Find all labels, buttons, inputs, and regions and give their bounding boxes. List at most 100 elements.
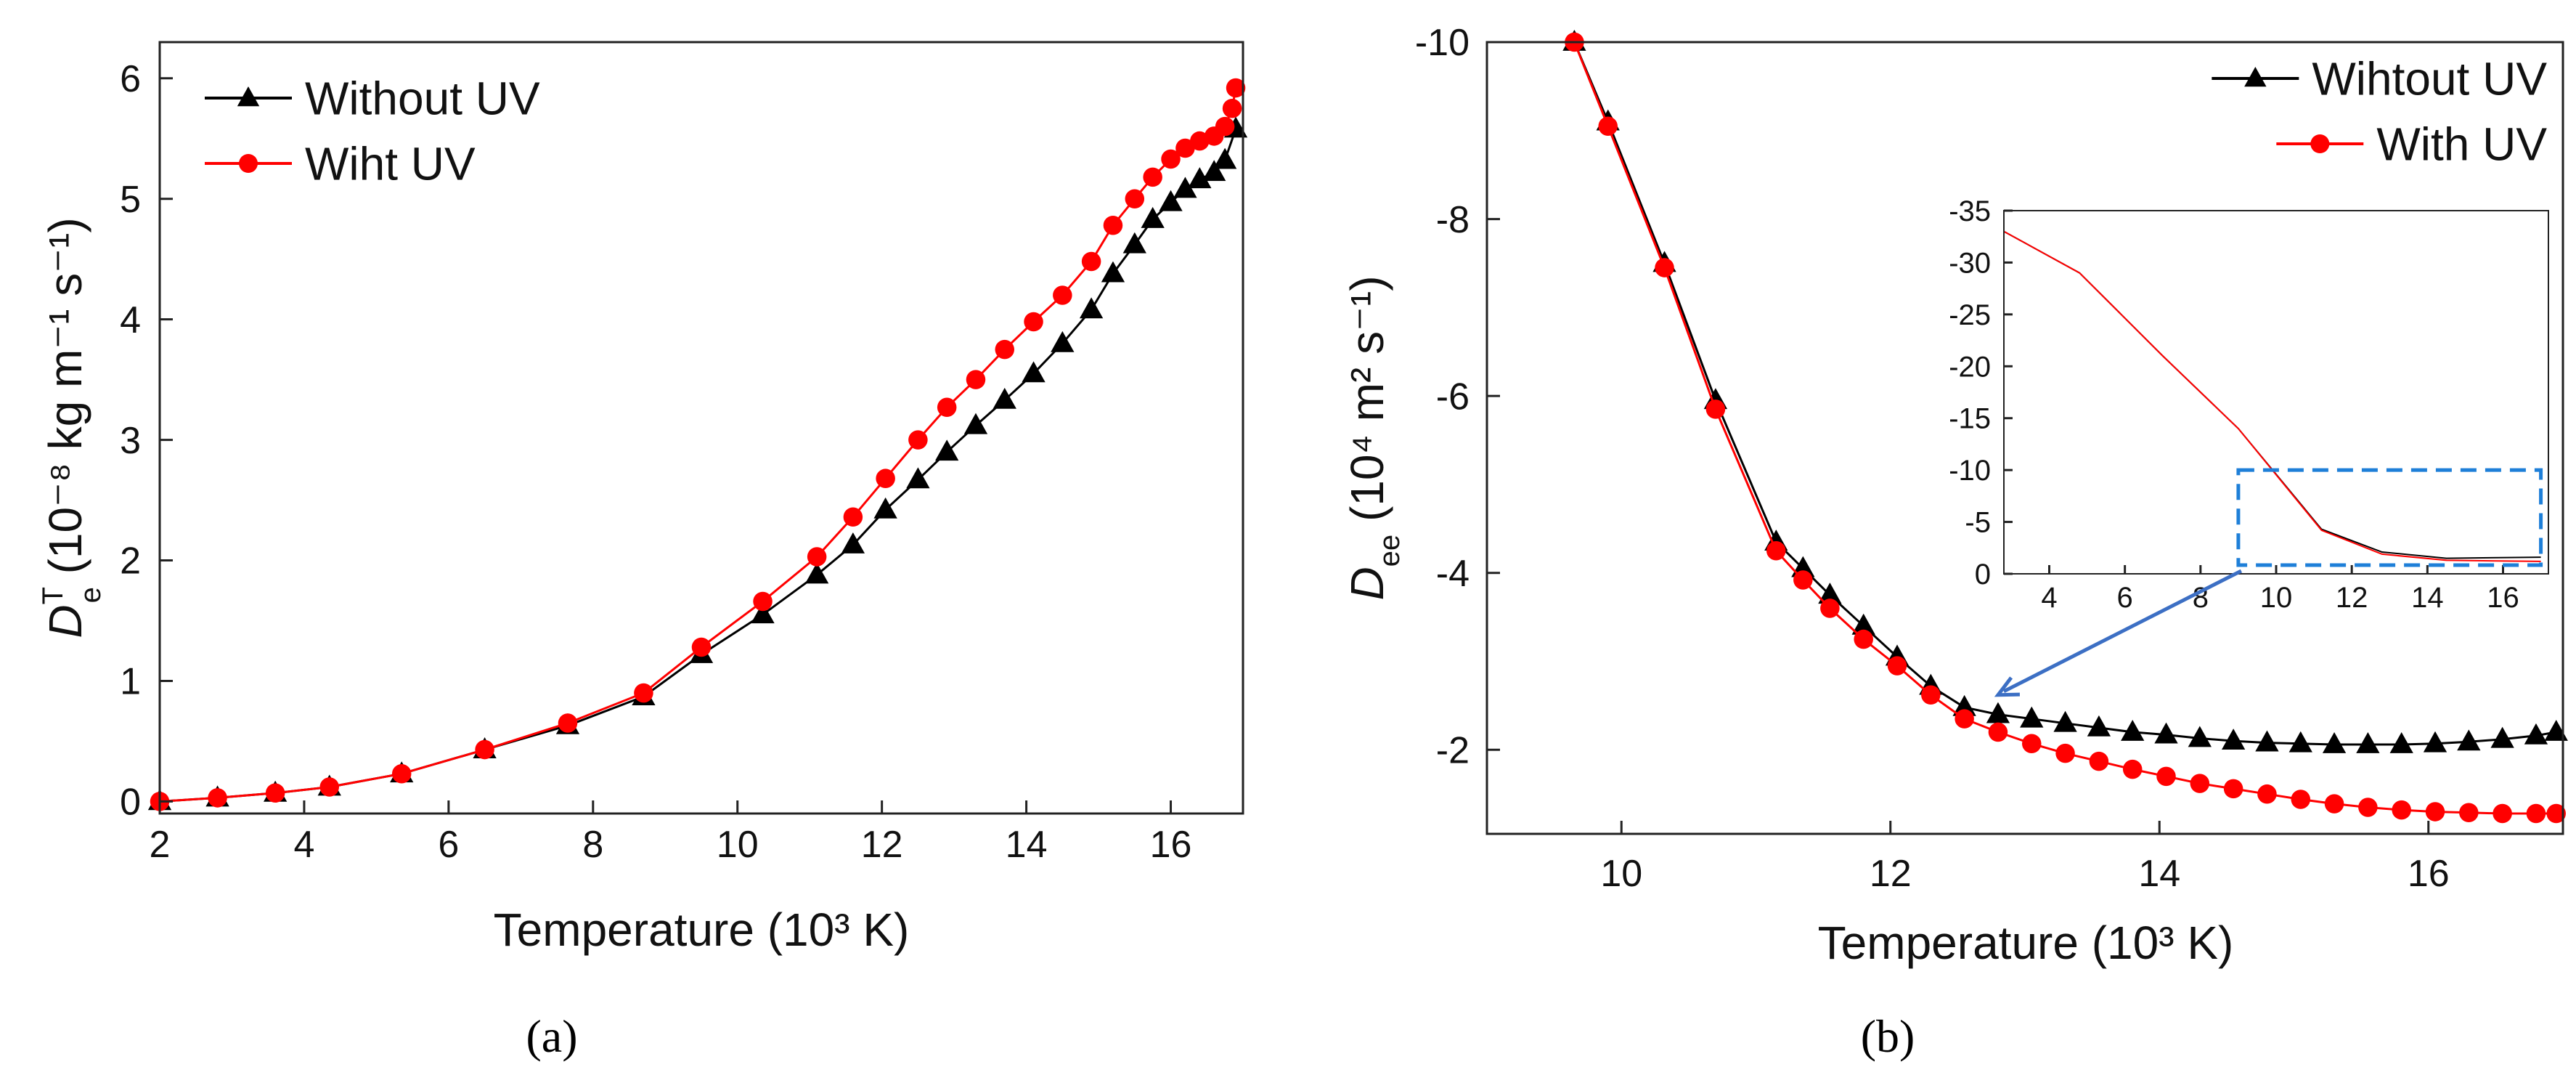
data-point-wiht-uv xyxy=(1215,116,1235,137)
data-point-without-uv xyxy=(1101,261,1125,283)
y-axis-a-tick-label: 3 xyxy=(120,420,141,462)
data-point-wiht-uv xyxy=(208,788,227,808)
inset-chart-b: 4 6 8 10 12 14 16 0 -5 -10 -15 -20 -25 -30 -35 xyxy=(1949,195,2556,614)
inset-x-axis-tick-label: 10 xyxy=(2260,582,2293,614)
data-point-with-uv xyxy=(1887,656,1907,676)
data-point-without-uv xyxy=(935,439,959,461)
data-point-with-uv xyxy=(2291,790,2311,809)
x-axis-b-tick-label: 16 xyxy=(2408,853,2450,895)
data-point-wiht-uv xyxy=(1024,312,1043,332)
data-point-wiht-uv xyxy=(995,339,1015,360)
data-point-without-uv xyxy=(804,562,829,584)
data-point-wiht-uv xyxy=(1081,251,1101,272)
data-point-wihtout-uv xyxy=(2288,731,2312,752)
data-point-with-uv xyxy=(2459,803,2479,823)
data-point-wiht-uv xyxy=(475,739,494,760)
data-point-wiht-uv xyxy=(1190,131,1210,151)
y-axis-a-tick-label: 6 xyxy=(120,58,141,100)
inset-x-axis-tick-label: 4 xyxy=(2041,582,2057,614)
data-point-wihtout-uv xyxy=(2188,726,2212,747)
data-point-wiht-uv xyxy=(937,397,957,418)
inset-x-axis-tick-label: 16 xyxy=(2487,582,2519,614)
inset-x-axis-tick-label: 6 xyxy=(2117,582,2133,614)
data-point-wihtout-uv xyxy=(2255,730,2279,752)
inset-y-axis-tick-label: -15 xyxy=(1949,403,1991,435)
inset-x-axis-tick-label: 14 xyxy=(2411,582,2444,614)
data-point-with-uv xyxy=(2425,802,2445,822)
data-point-without-uv xyxy=(841,532,865,553)
legend-marker-wiht-uv xyxy=(239,154,258,173)
data-point-with-uv xyxy=(1955,709,1974,729)
data-point-with-uv xyxy=(2392,800,2411,820)
inset-y-axis-tick-label: 0 xyxy=(1975,559,1991,591)
data-point-wiht-uv xyxy=(391,763,412,784)
x-axis-label-b: Temperature (10³ K) xyxy=(1818,917,2234,969)
data-point-with-uv xyxy=(2122,759,2143,779)
data-point-wiht-uv xyxy=(1175,138,1195,158)
data-point-wihtout-uv xyxy=(2524,723,2548,745)
data-point-with-uv xyxy=(1854,629,1873,649)
legend-label-wiht-uv: Wiht UV xyxy=(305,137,476,190)
y-axis-label-a: DT e (10⁻⁸ kg m⁻¹ s⁻¹) xyxy=(37,217,107,638)
data-point-with-uv xyxy=(2022,734,2042,754)
zoom-arrow-head xyxy=(1994,676,2020,697)
inset-y-axis-tick-label: -35 xyxy=(1949,195,1991,227)
y-axis-label-b-sub: ee xyxy=(1374,535,1406,567)
data-point-with-uv xyxy=(1820,599,1840,618)
data-point-wiht-uv xyxy=(634,683,653,703)
data-point-with-uv xyxy=(2546,803,2566,824)
x-axis-a-tick-label: 16 xyxy=(1150,824,1192,866)
data-point-wihtout-uv xyxy=(1851,613,1875,635)
legend-marker-with-uv xyxy=(2310,134,2330,153)
data-point-wihtout-uv xyxy=(2356,731,2380,753)
x-axis-a-tick-label: 6 xyxy=(438,824,459,866)
data-point-wiht-uv xyxy=(1143,167,1162,187)
x-axis-a-tick-label: 4 xyxy=(293,824,314,866)
data-point-wihtout-uv xyxy=(1952,694,1976,716)
data-point-wihtout-uv xyxy=(2121,719,2145,741)
series-line-with-uv xyxy=(2003,230,2541,562)
data-point-wihtout-uv xyxy=(2087,715,2111,737)
data-point-without-uv xyxy=(1173,177,1197,198)
y-axis-a-tick-label: 4 xyxy=(120,299,141,341)
zoom-arrow-shaft xyxy=(2002,569,2243,694)
data-point-wiht-uv xyxy=(908,430,928,450)
data-point-wihtout-uv xyxy=(2457,729,2481,751)
data-point-without-uv xyxy=(1159,190,1183,211)
inset-y-axis-tick-label: -5 xyxy=(1965,507,1991,539)
y-axis-label-b-base: D xyxy=(1341,567,1393,600)
legend-label-without-uv: Without UV xyxy=(305,72,540,124)
data-point-with-uv xyxy=(2358,798,2378,817)
inset-zoom-box xyxy=(2236,468,2543,567)
data-point-wihtout-uv xyxy=(2490,726,2514,748)
data-point-without-uv xyxy=(993,387,1016,409)
data-point-wiht-uv xyxy=(1222,99,1242,118)
y-axis-b-tick-label: -8 xyxy=(1436,199,1470,241)
data-point-without-uv xyxy=(1141,206,1165,228)
legend-label-wihtout-uv: Wihtout UV xyxy=(2312,52,2547,105)
y-axis-b-tick-label: -6 xyxy=(1436,376,1470,418)
data-point-without-uv xyxy=(873,497,897,519)
plot-frame-a xyxy=(158,41,1244,815)
data-point-without-uv xyxy=(751,602,775,624)
data-point-wiht-uv xyxy=(843,507,863,527)
data-point-wihtout-uv xyxy=(2221,729,2246,750)
y-axis-a-tick-label: 2 xyxy=(120,540,141,583)
data-point-wihtout-uv xyxy=(1986,702,2010,723)
y-axis-label-a-base: D xyxy=(39,604,91,638)
data-point-with-uv xyxy=(2493,803,2512,824)
data-point-with-uv xyxy=(2156,766,2176,787)
legend-marker-without-uv xyxy=(237,86,260,107)
data-point-wiht-uv xyxy=(807,547,827,567)
data-point-with-uv xyxy=(1655,258,1674,277)
data-point-wihtout-uv xyxy=(2322,731,2347,753)
x-axis-b-tick-label: 10 xyxy=(1600,853,1642,895)
data-point-without-uv xyxy=(1051,330,1075,352)
data-point-wiht-uv xyxy=(753,591,773,612)
data-point-with-uv xyxy=(2055,743,2075,763)
data-point-wiht-uv xyxy=(691,637,712,657)
inset-x-axis-tick-label: 8 xyxy=(2193,582,2209,614)
y-axis-label-a-sub: e xyxy=(75,587,107,603)
chart-panel-b: 10 12 14 16 -10 -8 -6 -4 -2 Wihtout UV With UV Te… xyxy=(1341,22,2568,1062)
